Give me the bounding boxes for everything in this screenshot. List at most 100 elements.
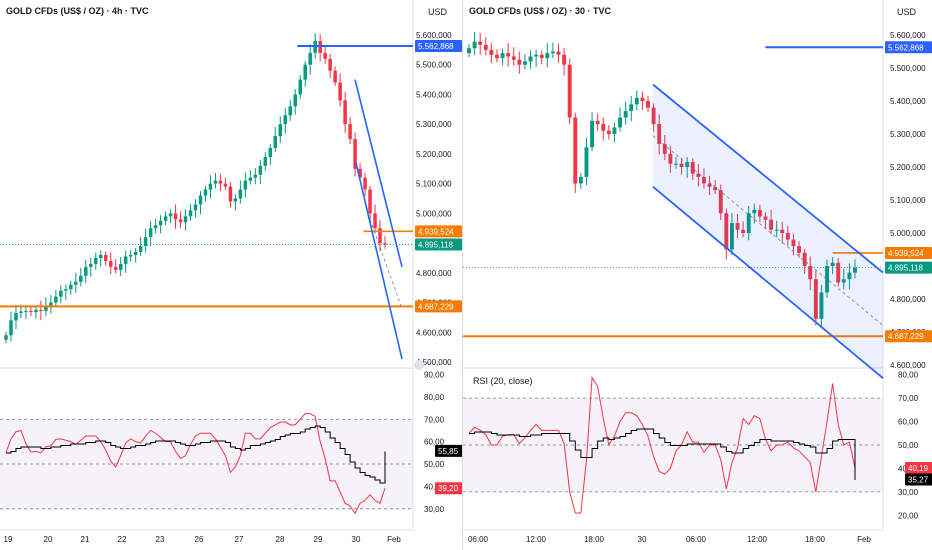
price-tick-label: 4.800,000 bbox=[416, 269, 452, 278]
price-tag bbox=[885, 261, 932, 274]
candle bbox=[308, 52, 312, 65]
price-tick-label: 5.400,000 bbox=[890, 97, 926, 106]
candle bbox=[701, 176, 706, 184]
price-tick-label: 5.100,000 bbox=[416, 180, 452, 189]
price-tick-label: 5.600,000 bbox=[890, 31, 926, 40]
time-tick-label: 28 bbox=[276, 535, 285, 544]
candle bbox=[228, 186, 233, 202]
price-tag bbox=[415, 40, 462, 53]
price-tick-label: 5.500,000 bbox=[890, 64, 926, 73]
rsi-tick-label: 80,00 bbox=[898, 371, 919, 380]
candle bbox=[612, 127, 617, 134]
candle bbox=[696, 173, 701, 177]
candle bbox=[646, 101, 650, 108]
candle bbox=[89, 263, 93, 267]
candle bbox=[183, 216, 188, 223]
candle bbox=[763, 216, 768, 220]
time-tick-label: 12:00 bbox=[526, 535, 547, 544]
price-tick-label: 5.000,000 bbox=[890, 229, 926, 238]
price-tag-label: 4.687,229 bbox=[888, 332, 924, 341]
candle bbox=[841, 279, 846, 283]
candle bbox=[233, 198, 238, 202]
channel-line bbox=[354, 79, 403, 268]
flag-icon bbox=[414, 360, 424, 370]
price-tag bbox=[415, 225, 462, 238]
candle bbox=[29, 310, 33, 313]
candle bbox=[298, 79, 302, 95]
rsi-signal-line bbox=[469, 428, 856, 480]
candle bbox=[108, 260, 113, 267]
chart-panel-30m[interactable]: GOLD CFDs (US$ / OZ) · 30 · TVC USD RSI … bbox=[463, 0, 932, 550]
price-tick-label: 5.300,000 bbox=[890, 130, 926, 139]
candle bbox=[123, 256, 128, 264]
candle bbox=[590, 120, 595, 148]
price-tick-label: 5.000,000 bbox=[416, 209, 452, 218]
candle bbox=[802, 252, 807, 266]
price-tick-label: 5.200,000 bbox=[416, 150, 452, 159]
chart-title: GOLD CFDs (US$ / OZ) · 30 · TVC bbox=[469, 6, 612, 16]
candle bbox=[143, 237, 148, 247]
price-tick-label: 5.400,000 bbox=[416, 90, 452, 99]
time-tick-label: Feb bbox=[387, 535, 401, 544]
time-tick-label: 27 bbox=[235, 535, 244, 544]
candle bbox=[378, 228, 382, 244]
candle bbox=[99, 254, 103, 258]
time-tick-label: 30 bbox=[638, 535, 647, 544]
rsi-tick-label: 90,00 bbox=[424, 370, 445, 379]
candle bbox=[539, 54, 544, 59]
candle bbox=[348, 124, 352, 140]
price-tag-label: 4.939,524 bbox=[418, 227, 454, 236]
candle bbox=[198, 195, 203, 205]
candle bbox=[785, 233, 790, 240]
channel-line bbox=[652, 186, 884, 379]
candle bbox=[278, 124, 283, 137]
candle bbox=[629, 104, 634, 111]
candle bbox=[368, 189, 372, 214]
time-tick-label: 29 bbox=[314, 535, 323, 544]
channel-fill bbox=[653, 84, 883, 379]
channel-line bbox=[355, 162, 403, 360]
candle bbox=[707, 183, 712, 187]
price-tag-label: 4.687,229 bbox=[418, 302, 454, 311]
rsi-tag-label: 55,85 bbox=[438, 447, 459, 456]
candle bbox=[825, 266, 829, 293]
candle bbox=[49, 302, 53, 306]
candle bbox=[338, 82, 342, 101]
chart-canvas[interactable]: 5.600,000 5.500,000 5.400,000 5.300,000 5.20… bbox=[0, 0, 462, 550]
rsi-tick-label: 50,00 bbox=[424, 460, 445, 469]
channel-line bbox=[652, 83, 884, 274]
candle bbox=[333, 70, 337, 83]
time-tick-label: 06:00 bbox=[468, 535, 489, 544]
price-tag bbox=[885, 41, 932, 54]
price-tag bbox=[885, 330, 932, 343]
rsi-signal-line bbox=[6, 425, 386, 484]
candle bbox=[358, 168, 362, 178]
candle bbox=[562, 54, 567, 65]
price-tick-label: 4.600,000 bbox=[890, 361, 926, 370]
rsi-tick-label: 30,00 bbox=[898, 488, 919, 497]
chart-panel-4h[interactable]: GOLD CFDs (US$ / OZ) · 4h · TVC USD 5.60… bbox=[0, 0, 463, 550]
candle bbox=[651, 107, 656, 125]
candle bbox=[791, 239, 796, 247]
candle bbox=[258, 165, 263, 175]
candle bbox=[478, 41, 483, 45]
price-tag bbox=[885, 246, 932, 259]
candle bbox=[853, 267, 857, 273]
candle bbox=[158, 220, 163, 226]
chart-canvas[interactable]: 5.600,000 5.500,000 5.400,000 5.300,000 5.20… bbox=[463, 0, 932, 550]
candle bbox=[618, 117, 623, 128]
candle bbox=[578, 176, 583, 184]
rsi-tick-label: 40,00 bbox=[424, 482, 445, 491]
candle bbox=[489, 49, 494, 55]
candle bbox=[567, 64, 572, 118]
candle bbox=[774, 229, 779, 231]
time-tick-label: 19 bbox=[4, 535, 13, 544]
candle bbox=[679, 163, 684, 167]
price-tick-label: 5.600,000 bbox=[416, 31, 452, 40]
rsi-title: RSI (20, close) bbox=[473, 376, 533, 386]
rsi-tick-label: 70,00 bbox=[898, 394, 919, 403]
candle bbox=[674, 163, 678, 165]
candle bbox=[685, 162, 690, 167]
rsi-line bbox=[5, 413, 386, 515]
price-tag-label: 4.939,524 bbox=[888, 249, 924, 258]
